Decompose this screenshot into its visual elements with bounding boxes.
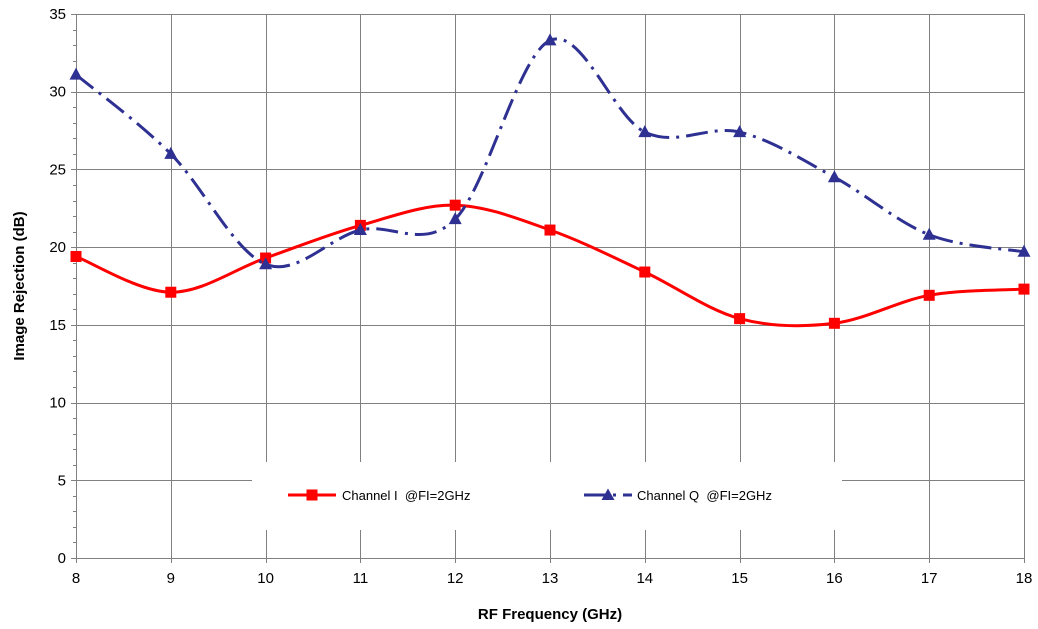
data-point-triangle [733, 125, 747, 138]
x-tick-label: 10 [257, 570, 274, 587]
data-point-triangle [543, 33, 557, 46]
x-tick-label: 9 [167, 570, 175, 587]
x-tick-label: 17 [921, 570, 938, 587]
data-point-square [639, 266, 651, 278]
y-tick-label: 25 [49, 161, 66, 178]
y-tick-label: 30 [49, 84, 66, 101]
x-tick-label: 13 [542, 570, 559, 587]
data-point-triangle [448, 212, 462, 225]
data-point-square [165, 286, 177, 298]
y-tick-label: 10 [49, 395, 66, 412]
data-point-square [923, 289, 935, 301]
data-point-triangle [922, 227, 936, 240]
y-tick-label: 20 [49, 239, 66, 256]
data-point-square [544, 224, 556, 236]
data-point-square [1018, 283, 1030, 295]
y-tick-label: 5 [58, 472, 66, 489]
x-tick-label: 14 [636, 570, 653, 587]
y-tick-label: 15 [49, 317, 66, 334]
data-point-triangle [638, 125, 652, 138]
data-point-square [449, 199, 461, 211]
x-tick-label: 12 [447, 570, 464, 587]
data-point-triangle [1017, 244, 1031, 257]
data-point-triangle [69, 67, 83, 80]
legend: Channel I @FI=2GHz Channel Q @FI=2GHz [252, 462, 842, 530]
data-point-square [70, 250, 82, 262]
data-point-square [734, 313, 746, 325]
x-tick-label: 16 [826, 570, 843, 587]
legend-marker-channel-q [601, 488, 615, 500]
data-point-triangle [827, 170, 841, 183]
y-tick-label: 35 [49, 6, 66, 23]
series-channel-q [69, 33, 1031, 270]
x-tick-label: 11 [353, 570, 369, 587]
data-point-triangle [164, 146, 178, 159]
data-point-triangle [353, 223, 367, 236]
y-tick-label: 0 [58, 550, 66, 567]
legend-label-channel-q: Channel Q @FI=2GHz [637, 488, 772, 503]
data-point-square [828, 317, 840, 329]
x-tick-label: 8 [72, 570, 80, 587]
series-lines [69, 33, 1031, 329]
y-axis-title: Image Rejection (dB) [11, 211, 28, 360]
legend-box [252, 462, 842, 530]
x-axis-title: RF Frequency (GHz) [478, 606, 622, 623]
x-axis-ticks: 8 9 10 11 12 13 14 15 16 17 18 [72, 558, 1033, 587]
x-tick-label: 15 [731, 570, 748, 587]
series-line [75, 37, 1025, 268]
y-axis-ticks: 0 5 10 15 20 25 30 35 [49, 6, 76, 567]
x-tick-label: 18 [1016, 570, 1033, 587]
legend-label-channel-i: Channel I @FI=2GHz [342, 488, 470, 503]
legend-marker-channel-i [306, 489, 318, 501]
data-point-triangle [259, 257, 273, 270]
